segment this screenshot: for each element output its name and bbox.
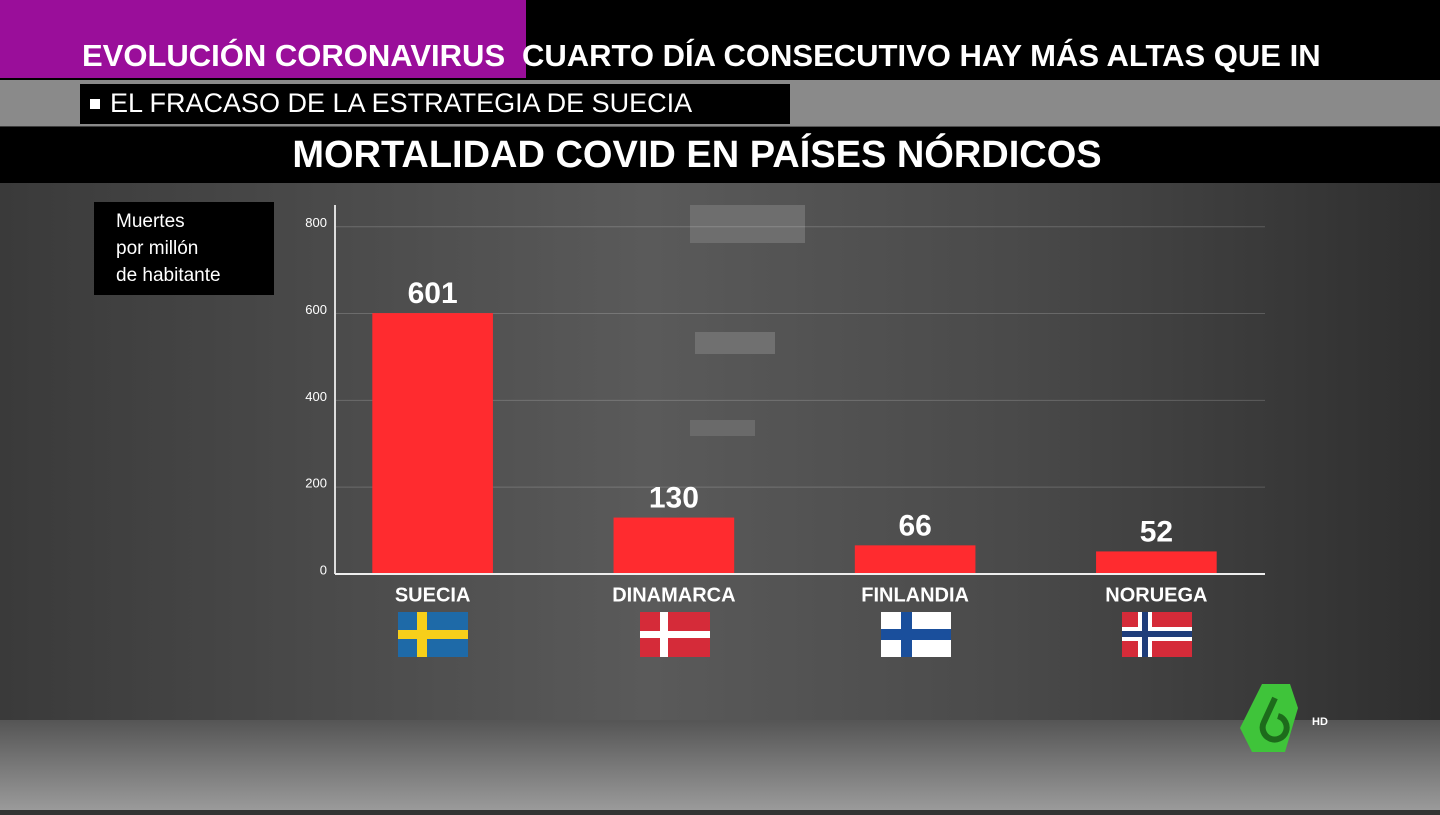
y-tick-label: 600	[305, 302, 327, 317]
floor	[0, 720, 1440, 810]
channel-logo-mark	[1259, 696, 1290, 743]
y-label: Muertes	[116, 211, 185, 232]
flag-denmark	[640, 612, 710, 657]
value-label: 601	[408, 277, 458, 310]
subheadline: EL FRACASO DE LA ESTRATEGIA DE SUECIA	[110, 88, 692, 118]
ceiling-light	[690, 420, 755, 436]
bullet	[90, 99, 100, 109]
value-label: 130	[649, 481, 699, 514]
ticker-section-box	[0, 0, 526, 78]
ceiling-light	[695, 332, 775, 354]
bar	[1096, 551, 1217, 574]
ticker-section: EVOLUCIÓN CORONAVIRUS	[82, 37, 505, 73]
y-label: por millón	[116, 238, 198, 259]
x-tick-label: NORUEGA	[1105, 584, 1207, 606]
flag-finland	[881, 612, 951, 657]
hd-badge: HD	[1312, 716, 1328, 728]
x-tick-label: FINLANDIA	[861, 584, 969, 606]
value-label: 66	[898, 509, 931, 542]
y-label: de habitante	[116, 265, 221, 286]
flag-norway	[1122, 612, 1192, 657]
y-tick-label: 0	[320, 562, 327, 577]
value-label: 52	[1140, 515, 1173, 548]
bar	[854, 545, 976, 574]
ceiling-light	[690, 205, 805, 243]
flag-sweden	[398, 612, 468, 657]
y-tick-label: 200	[305, 476, 327, 491]
subheadline-box	[80, 84, 790, 124]
ticker-headline: CUARTO DÍA CONSECUTIVO HAY MÁS ALTAS QUE…	[522, 38, 1321, 73]
y-tick-label: 800	[305, 215, 327, 230]
bar	[372, 313, 493, 574]
bar	[613, 517, 735, 574]
title-band	[0, 127, 1440, 183]
x-tick-label: SUECIA	[395, 584, 471, 606]
y-tick-label: 400	[305, 389, 327, 404]
chart-title: MORTALIDAD COVID EN PAÍSES NÓRDICOS	[292, 132, 1101, 176]
y-label-box	[94, 202, 274, 295]
x-tick-label: DINAMARCA	[612, 584, 735, 606]
